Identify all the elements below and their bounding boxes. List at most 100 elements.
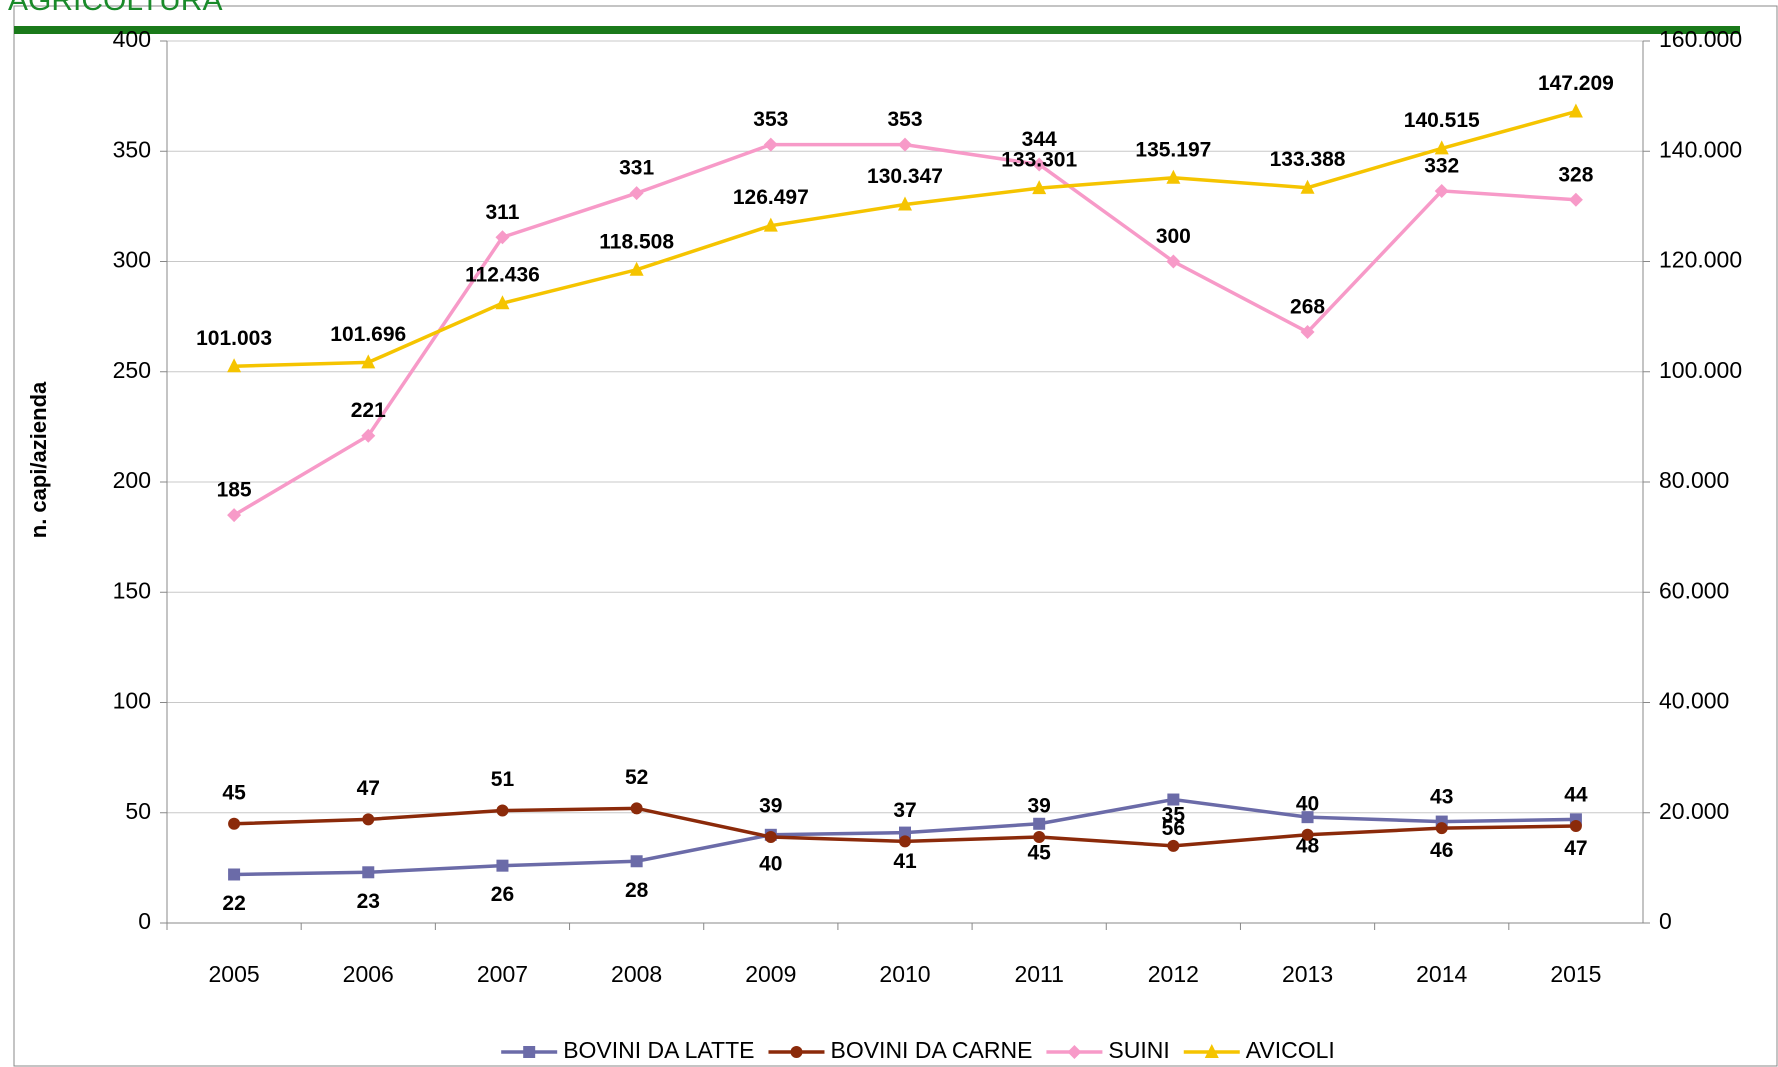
legend-label: BOVINI DA LATTE [563,1037,754,1063]
y2-tick-label: 0 [1659,908,1672,934]
data-point [1301,828,1314,841]
legend-marker [790,1046,803,1058]
data-label: 37 [893,799,916,822]
data-label: 39 [759,795,782,818]
y-axis-title: n. capi/azienda [26,381,51,538]
data-point [1033,817,1046,830]
data-point [362,866,375,879]
x-tick-label: 2012 [1148,961,1199,987]
header-bar [14,26,1740,34]
x-tick-label: 2008 [611,961,662,987]
data-point [496,859,509,872]
y2-tick-label: 60.000 [1659,577,1729,603]
data-label: 101.003 [196,327,272,350]
data-label: 28 [625,879,649,902]
y2-tick-label: 120.000 [1659,247,1742,273]
y-tick-label: 300 [113,247,151,273]
data-point [1301,811,1314,824]
data-point [898,137,912,152]
y2-tick-label: 140.000 [1659,136,1742,162]
data-point [1300,179,1315,194]
data-label: 52 [625,766,648,789]
data-label: 353 [887,108,922,131]
y-tick-label: 50 [125,798,151,824]
y2-tick-label: 100.000 [1659,357,1742,383]
legend-label: BOVINI DA CARNE [830,1037,1032,1063]
data-point [1167,793,1180,806]
y-tick-label: 350 [113,136,151,162]
data-label: 300 [1156,225,1191,248]
legend-label: SUINI [1108,1037,1169,1063]
data-label: 23 [357,890,380,913]
data-label: 135.197 [1135,138,1211,161]
data-point [1167,839,1180,852]
data-point [899,835,911,848]
data-label: 353 [753,108,788,131]
data-point [227,508,242,523]
x-tick-label: 2006 [343,961,394,987]
data-point [361,428,376,443]
y-tick-label: 150 [113,577,151,603]
data-point [1032,180,1047,195]
x-tick-label: 2009 [745,961,796,987]
data-label: 51 [491,768,515,791]
data-point [1434,140,1449,155]
data-label: 344 [1022,128,1057,151]
data-label: 22 [222,892,245,915]
data-label: 331 [619,157,654,180]
data-point [630,855,643,868]
data-label: 47 [1564,837,1587,860]
data-point [228,868,241,881]
data-label: 43 [1430,786,1453,809]
data-label: 112.436 [465,264,540,287]
data-point [362,813,375,826]
legend-marker [1204,1044,1219,1058]
data-point [630,802,643,815]
y-tick-label: 400 [113,26,151,52]
data-point [495,230,510,245]
data-label: 45 [222,781,246,804]
x-tick-label: 2005 [209,961,260,987]
data-label: 45 [1028,841,1052,864]
data-label: 40 [1296,792,1319,815]
data-point [1033,831,1046,844]
chart-frame [13,5,1778,1067]
data-label: 147.209 [1538,72,1614,95]
data-point [1300,325,1315,340]
y2-tick-label: 160.000 [1659,26,1742,52]
y2-tick-label: 20.000 [1659,798,1729,824]
data-label: 101.696 [330,323,406,346]
data-point [764,831,777,844]
data-point [763,217,778,232]
data-label: 44 [1564,784,1588,807]
data-point [1435,822,1448,835]
data-point [763,137,778,152]
data-label: 26 [491,883,514,906]
x-tick-label: 2015 [1550,961,1601,987]
y-tick-label: 250 [113,357,151,383]
data-label: 47 [357,777,380,800]
x-tick-label: 2014 [1416,961,1467,987]
data-point [1434,183,1449,198]
data-point [629,261,644,276]
data-label: 185 [217,479,252,502]
data-point [228,817,241,830]
data-label: 133.301 [1001,149,1077,172]
data-label: 311 [486,201,520,224]
y2-tick-label: 80.000 [1659,467,1729,493]
data-point [899,826,911,839]
data-label: 328 [1558,163,1593,186]
x-tick-label: 2011 [1014,961,1063,987]
data-label: 48 [1296,835,1320,858]
data-point [1568,192,1583,207]
data-label: 56 [1162,817,1185,840]
y-tick-label: 100 [113,688,151,714]
data-label: 133.388 [1270,148,1346,171]
y-tick-label: 200 [113,467,151,493]
data-point [227,358,242,373]
data-label: 41 [893,850,917,873]
data-point [1568,103,1583,118]
legend-label: AVICOLI [1246,1037,1335,1063]
data-label: 35 [1162,803,1186,826]
